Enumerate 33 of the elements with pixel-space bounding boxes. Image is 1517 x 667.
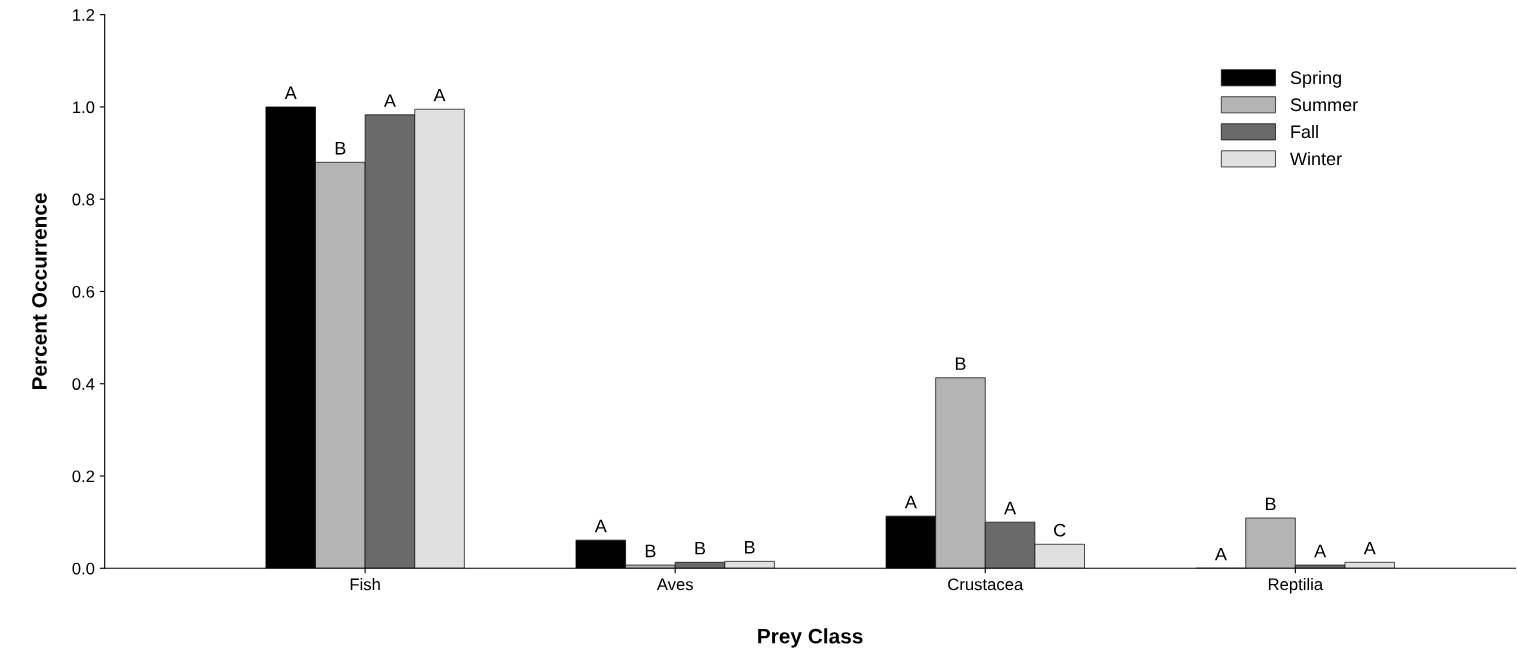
data-label: A	[1363, 541, 1376, 555]
x-tick-label: Reptilia	[1268, 578, 1324, 594]
x-tick-label: Crustacea	[948, 578, 1024, 591]
data-label: A	[433, 88, 446, 102]
x-axis-title: Prey Class	[758, 628, 863, 648]
y-tick-label: 0.6	[72, 285, 95, 298]
x-tick-label: Aves	[656, 578, 693, 591]
legend-label: Winter	[1290, 151, 1342, 166]
data-label: B	[695, 541, 706, 555]
y-tick-label: 0.0	[72, 562, 95, 575]
data-label: B	[955, 357, 966, 370]
y-tick-label: 0.8	[72, 193, 95, 206]
x-tick-label: Fish	[350, 578, 380, 591]
data-label: B	[1265, 497, 1276, 511]
legend-label: Summer	[1290, 98, 1358, 112]
data-label: C	[1054, 523, 1066, 537]
y-tick-label: 1.2	[73, 9, 95, 21]
data-label: A	[284, 86, 297, 100]
data-label: A	[1314, 544, 1327, 558]
y-tick-label: 0.2	[72, 470, 95, 483]
y-tick-label: 0.4	[72, 378, 95, 390]
data-label: A	[1004, 501, 1017, 515]
legend-label: Fall	[1291, 124, 1318, 139]
data-label: A	[594, 519, 607, 533]
data-label: A	[904, 495, 917, 509]
y-tick-label: 1.0	[73, 101, 95, 114]
data-label: A	[1214, 547, 1227, 561]
data-label: B	[645, 544, 656, 558]
y-axis-title: Percent Occurrence	[32, 193, 47, 390]
data-label: B	[335, 141, 346, 155]
legend-label: Spring	[1290, 70, 1341, 88]
data-label: B	[745, 541, 755, 554]
data-label: A	[383, 94, 396, 107]
